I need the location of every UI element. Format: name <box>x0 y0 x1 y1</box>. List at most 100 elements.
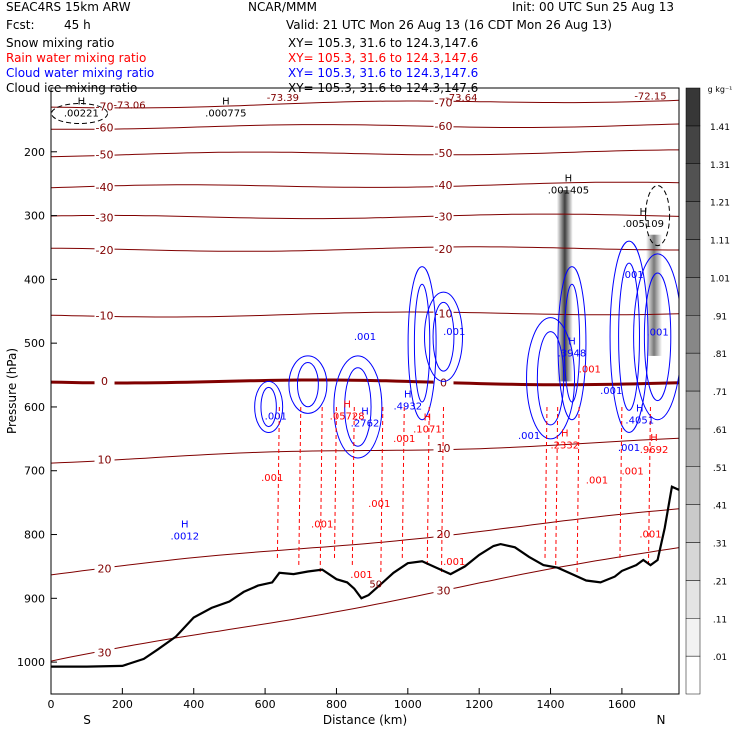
colorbar-label-8: .81 <box>713 350 727 360</box>
isotherm-label-bg-1 <box>94 121 115 134</box>
valid-time: Valid: 21 UTC Mon 26 Aug 13 (16 CDT Mon … <box>286 18 612 32</box>
max-value-label-3: .005109 <box>623 219 664 230</box>
max-marker-7: H <box>636 404 644 415</box>
max-marker-9: H <box>343 400 351 411</box>
y-tick-label-8: 1000 <box>17 656 45 669</box>
colorbar-cell-0 <box>685 655 701 695</box>
isotherm-label-10: 30 <box>98 646 112 659</box>
hydrometeor-contour-layer <box>51 103 679 573</box>
forecast-label: Fcst: <box>6 18 35 32</box>
cloud-water-contour-3 <box>407 266 437 421</box>
contour-label-13: .001 <box>518 431 540 442</box>
isotherm-line-2 <box>51 149 679 158</box>
contour-label-17: .001 <box>600 386 622 397</box>
isotherm-line-1 <box>51 123 679 130</box>
max-value-label-6: .3948 <box>558 349 587 360</box>
contour-label-1: .001 <box>311 520 333 531</box>
max-marker-4: H <box>181 520 189 531</box>
plot-frame <box>50 87 680 695</box>
colorbar-label-11: 1.11 <box>710 237 730 247</box>
max-value-label-10: .1071 <box>413 424 442 435</box>
field-snow-label: Snow mixing ratio <box>6 36 115 50</box>
forecast-hours: 45 h <box>64 18 91 32</box>
cloud-water-contour-1 <box>288 355 328 414</box>
isotherm-line-4 <box>51 213 679 220</box>
cloud-water-contour-5 <box>526 317 576 440</box>
isotherm-line-5 <box>51 246 679 252</box>
max-value-label-12: .9692 <box>640 445 669 456</box>
max-marker-5: H <box>404 389 412 400</box>
y-tick-label-0: 200 <box>24 146 45 159</box>
max-value-label-11: .2332 <box>550 440 579 451</box>
rain-water-contour-5 <box>380 406 384 573</box>
colorbar-cell-1 <box>685 618 701 657</box>
colorbar-cell-4 <box>685 504 701 543</box>
max-marker-10: H <box>424 412 432 423</box>
rain-water-contour-13 <box>647 406 651 567</box>
colorbar-label-2: .21 <box>713 577 727 587</box>
isotherm-label-bg-4 <box>94 211 115 224</box>
cloud-water-contour-7 <box>609 240 649 433</box>
isotherm-label-8: 10 <box>98 453 112 466</box>
isotherm-label-bg-0 <box>94 100 115 113</box>
rain-water-contour-11 <box>576 406 580 573</box>
isotherm-label-bg-6 <box>94 309 115 322</box>
y-tick-label-5: 700 <box>24 465 45 478</box>
rain-water-contour-2 <box>319 406 323 573</box>
max-value-label-5: .4932 <box>393 401 422 412</box>
max-value-label-7: .4051 <box>625 416 654 427</box>
colorbar-cell-5 <box>685 466 701 505</box>
y-tick-label-4: 600 <box>24 401 45 414</box>
colorbar-label-7: .71 <box>713 388 727 398</box>
isotherm-layer: -70 -70 -60 -60 -50 -50 -40 -40 -30 -30 -20 -20 -10 -… <box>51 96 679 662</box>
model-title: SEAC4RS 15km ARW <box>6 0 131 14</box>
rain-water-contour-7 <box>426 406 430 567</box>
contour-label-6: .001 <box>586 475 608 486</box>
colorbar-cell-12 <box>685 201 701 240</box>
cloud-water-contour-inner-7 <box>618 262 640 411</box>
isotherm-label-b-3: -40 <box>435 179 453 192</box>
isotherm-label-b-2: -50 <box>435 147 453 160</box>
isotherm-label-bg-8 <box>94 453 115 466</box>
y-tick-label-3: 500 <box>24 337 45 350</box>
contour-label-2: .001 <box>368 499 390 510</box>
isotherm-label-bg-b-10 <box>433 584 454 597</box>
isotherm-line-10 <box>51 547 679 662</box>
isotherm-label-2: -50 <box>96 149 114 162</box>
cloud-water-contour-inner-0 <box>260 386 277 428</box>
top-temperature-label-0: -73.06 <box>113 100 145 111</box>
isotherm-label-b-9: 20 <box>437 528 451 541</box>
rain-water-contour-3 <box>333 406 337 561</box>
max-marker-2: H <box>565 173 573 184</box>
colorbar-cell-3 <box>685 542 701 581</box>
isotherm-label-4: -30 <box>96 211 114 224</box>
max-marker-11: H <box>561 428 569 439</box>
field-rain-xsec: XY= 105.3, 31.6 to 124.3,147.6 <box>288 51 479 65</box>
cloud-water-contour-inner-2 <box>344 367 372 447</box>
center-title: NCAR/MMM <box>248 0 318 14</box>
isotherm-label-bg-b-0 <box>433 96 454 109</box>
contour-label-16: .001 <box>646 328 668 339</box>
terrain-line <box>51 485 680 668</box>
colorbar-label-12: 1.21 <box>710 199 730 209</box>
max-value-label-1: .000775 <box>205 109 246 120</box>
colorbar-unit: g kg⁻¹ <box>708 85 733 94</box>
isotherm-label-bg-b-5 <box>433 242 454 255</box>
cloud-water-contour-4 <box>424 291 463 382</box>
isotherm-label-bg-10 <box>94 646 115 659</box>
label-layer: -73.06-73.39 -73.64 -72.15H.00221H.000775H… <box>64 91 669 590</box>
field-cloudwater-label: Cloud water mixing ratio <box>6 66 155 80</box>
colorbar-label-3: .31 <box>713 540 727 550</box>
isotherm-label-bg-b-3 <box>433 179 454 192</box>
contour-label-7: .001 <box>621 467 643 478</box>
rain-water-contour-0 <box>276 406 280 561</box>
isotherm-label-bg-5 <box>94 243 115 256</box>
colorbar-cell-6 <box>685 428 701 467</box>
colorbar-cell-10 <box>685 277 701 316</box>
max-marker-6: H <box>568 337 576 348</box>
top-temperature-label-2: -73.64 <box>445 93 477 104</box>
cloud-water-contour-inner-8 <box>643 272 672 402</box>
rain-water-contour-4 <box>351 406 355 567</box>
cloud-ice-contour-1 <box>645 185 671 247</box>
colorbar-label-4: .41 <box>713 502 727 512</box>
